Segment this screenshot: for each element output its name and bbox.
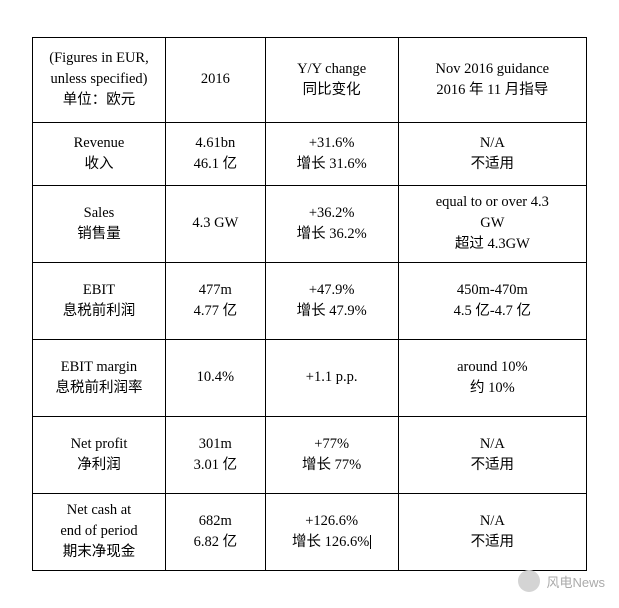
wechat-icon — [518, 570, 540, 592]
cell-text: 净利润 — [35, 455, 163, 476]
table-row: Net cash atend of period期末净现金682m6.82 亿+… — [33, 493, 587, 570]
cell-text: 3.01 亿 — [168, 455, 263, 476]
cell-text: 不适用 — [401, 532, 584, 553]
header-metric-line2: unless specified) — [35, 69, 163, 90]
cell-text: +1.1 p.p. — [268, 367, 396, 388]
header-yoy-line2: 同比变化 — [268, 80, 396, 101]
table-row: Net profit净利润301m3.01 亿+77%增长 77%N/A不适用 — [33, 416, 587, 493]
value-2016-cell: 4.61bn46.1 亿 — [165, 122, 265, 185]
cell-text: 450m-470m — [401, 280, 584, 301]
value-2016-cell: 682m6.82 亿 — [165, 493, 265, 570]
cell-text: GW — [401, 213, 584, 234]
cell-text: 增长 77% — [268, 455, 396, 476]
metric-cell: Net cash atend of period期末净现金 — [33, 493, 166, 570]
cell-text: +77% — [268, 434, 396, 455]
cell-text: +31.6% — [268, 133, 396, 154]
cell-text: 4.3 GW — [168, 213, 263, 234]
cell-text: 收入 — [35, 154, 163, 175]
header-yoy-line1: Y/Y change — [268, 59, 396, 80]
header-metric-line1: (Figures in EUR, — [35, 48, 163, 69]
cell-text: Net profit — [35, 434, 163, 455]
cell-text: 增长 31.6% — [268, 154, 396, 175]
cell-text: N/A — [401, 434, 584, 455]
financials-table-container: (Figures in EUR, unless specified) 单位：欧元… — [32, 37, 587, 570]
cell-text: Net cash at — [35, 500, 163, 521]
cell-text: +36.2% — [268, 203, 396, 224]
cell-text: EBIT margin — [35, 357, 163, 378]
guidance-cell: N/A不适用 — [398, 122, 586, 185]
cell-text: EBIT — [35, 280, 163, 301]
guidance-cell: N/A不适用 — [398, 416, 586, 493]
metric-cell: EBIT margin息税前利润率 — [33, 339, 166, 416]
yoy-change-cell: +36.2%增长 36.2% — [265, 185, 398, 262]
value-2016-cell: 477m4.77 亿 — [165, 262, 265, 339]
guidance-cell: N/A不适用 — [398, 493, 586, 570]
header-metric-line3: 单位：欧元 — [35, 90, 163, 111]
cell-text: end of period — [35, 521, 163, 542]
header-guidance-line2: 2016 年 11 月指导 — [401, 80, 584, 101]
cell-text: 不适用 — [401, 455, 584, 476]
cell-text: 不适用 — [401, 154, 584, 175]
cell-text: +126.6% — [268, 511, 396, 532]
metric-cell: Net profit净利润 — [33, 416, 166, 493]
table-row: EBIT息税前利润477m4.77 亿+47.9%增长 47.9%450m-47… — [33, 262, 587, 339]
metric-cell: Sales销售量 — [33, 185, 166, 262]
cell-text: equal to or over 4.3 — [401, 192, 584, 213]
cell-text: 6.82 亿 — [168, 532, 263, 553]
header-cell-yoy: Y/Y change 同比变化 — [265, 38, 398, 122]
cell-text: +47.9% — [268, 280, 396, 301]
guidance-cell: equal to or over 4.3GW超过 4.3GW — [398, 185, 586, 262]
yoy-change-cell: +47.9%增长 47.9% — [265, 262, 398, 339]
guidance-cell: 450m-470m4.5 亿-4.7 亿 — [398, 262, 586, 339]
cell-text: 增长 36.2% — [268, 224, 396, 245]
yoy-change-cell: +1.1 p.p. — [265, 339, 398, 416]
table-header-row: (Figures in EUR, unless specified) 单位：欧元… — [33, 38, 587, 122]
cell-text: 息税前利润 — [35, 301, 163, 322]
cell-text: 477m — [168, 280, 263, 301]
cell-text: around 10% — [401, 357, 584, 378]
guidance-cell: around 10%约 10% — [398, 339, 586, 416]
header-cell-2016: 2016 — [165, 38, 265, 122]
cell-text: 4.61bn — [168, 133, 263, 154]
cell-text: N/A — [401, 511, 584, 532]
header-cell-guidance: Nov 2016 guidance 2016 年 11 月指导 — [398, 38, 586, 122]
table-row: Sales销售量4.3 GW+36.2%增长 36.2%equal to or … — [33, 185, 587, 262]
cell-text: 息税前利润率 — [35, 378, 163, 399]
financials-table: (Figures in EUR, unless specified) 单位：欧元… — [32, 37, 587, 570]
cell-text: 约 10% — [401, 378, 584, 399]
cell-text: 超过 4.3GW — [401, 234, 584, 255]
cell-text: 销售量 — [35, 224, 163, 245]
yoy-change-cell: +126.6%增长 126.6% — [265, 493, 398, 570]
table-row: EBIT margin息税前利润率10.4%+1.1 p.p.around 10… — [33, 339, 587, 416]
value-2016-cell: 4.3 GW — [165, 185, 265, 262]
watermark: 风电News — [518, 570, 605, 592]
metric-cell: EBIT息税前利润 — [33, 262, 166, 339]
yoy-change-cell: +31.6%增长 31.6% — [265, 122, 398, 185]
cell-text: 301m — [168, 434, 263, 455]
cell-text: 期末净现金 — [35, 542, 163, 563]
header-cell-metric: (Figures in EUR, unless specified) 单位：欧元 — [33, 38, 166, 122]
metric-cell: Revenue收入 — [33, 122, 166, 185]
value-2016-cell: 301m3.01 亿 — [165, 416, 265, 493]
cell-text: 4.77 亿 — [168, 301, 263, 322]
watermark-text: 风电News — [546, 572, 605, 591]
cell-text: N/A — [401, 133, 584, 154]
table-row: Revenue收入4.61bn46.1 亿+31.6%增长 31.6%N/A不适… — [33, 122, 587, 185]
yoy-change-cell: +77%增长 77% — [265, 416, 398, 493]
cell-text: 10.4% — [168, 367, 263, 388]
cell-text: 4.5 亿-4.7 亿 — [401, 301, 584, 322]
cell-text: Sales — [35, 203, 163, 224]
header-guidance-line1: Nov 2016 guidance — [401, 59, 584, 80]
value-2016-cell: 10.4% — [165, 339, 265, 416]
header-2016-line1: 2016 — [168, 69, 263, 90]
cell-text: Revenue — [35, 133, 163, 154]
cell-text: 46.1 亿 — [168, 154, 263, 175]
cell-text: 682m — [168, 511, 263, 532]
cell-text: 增长 126.6% — [268, 532, 396, 553]
cell-text: 增长 47.9% — [268, 301, 396, 322]
